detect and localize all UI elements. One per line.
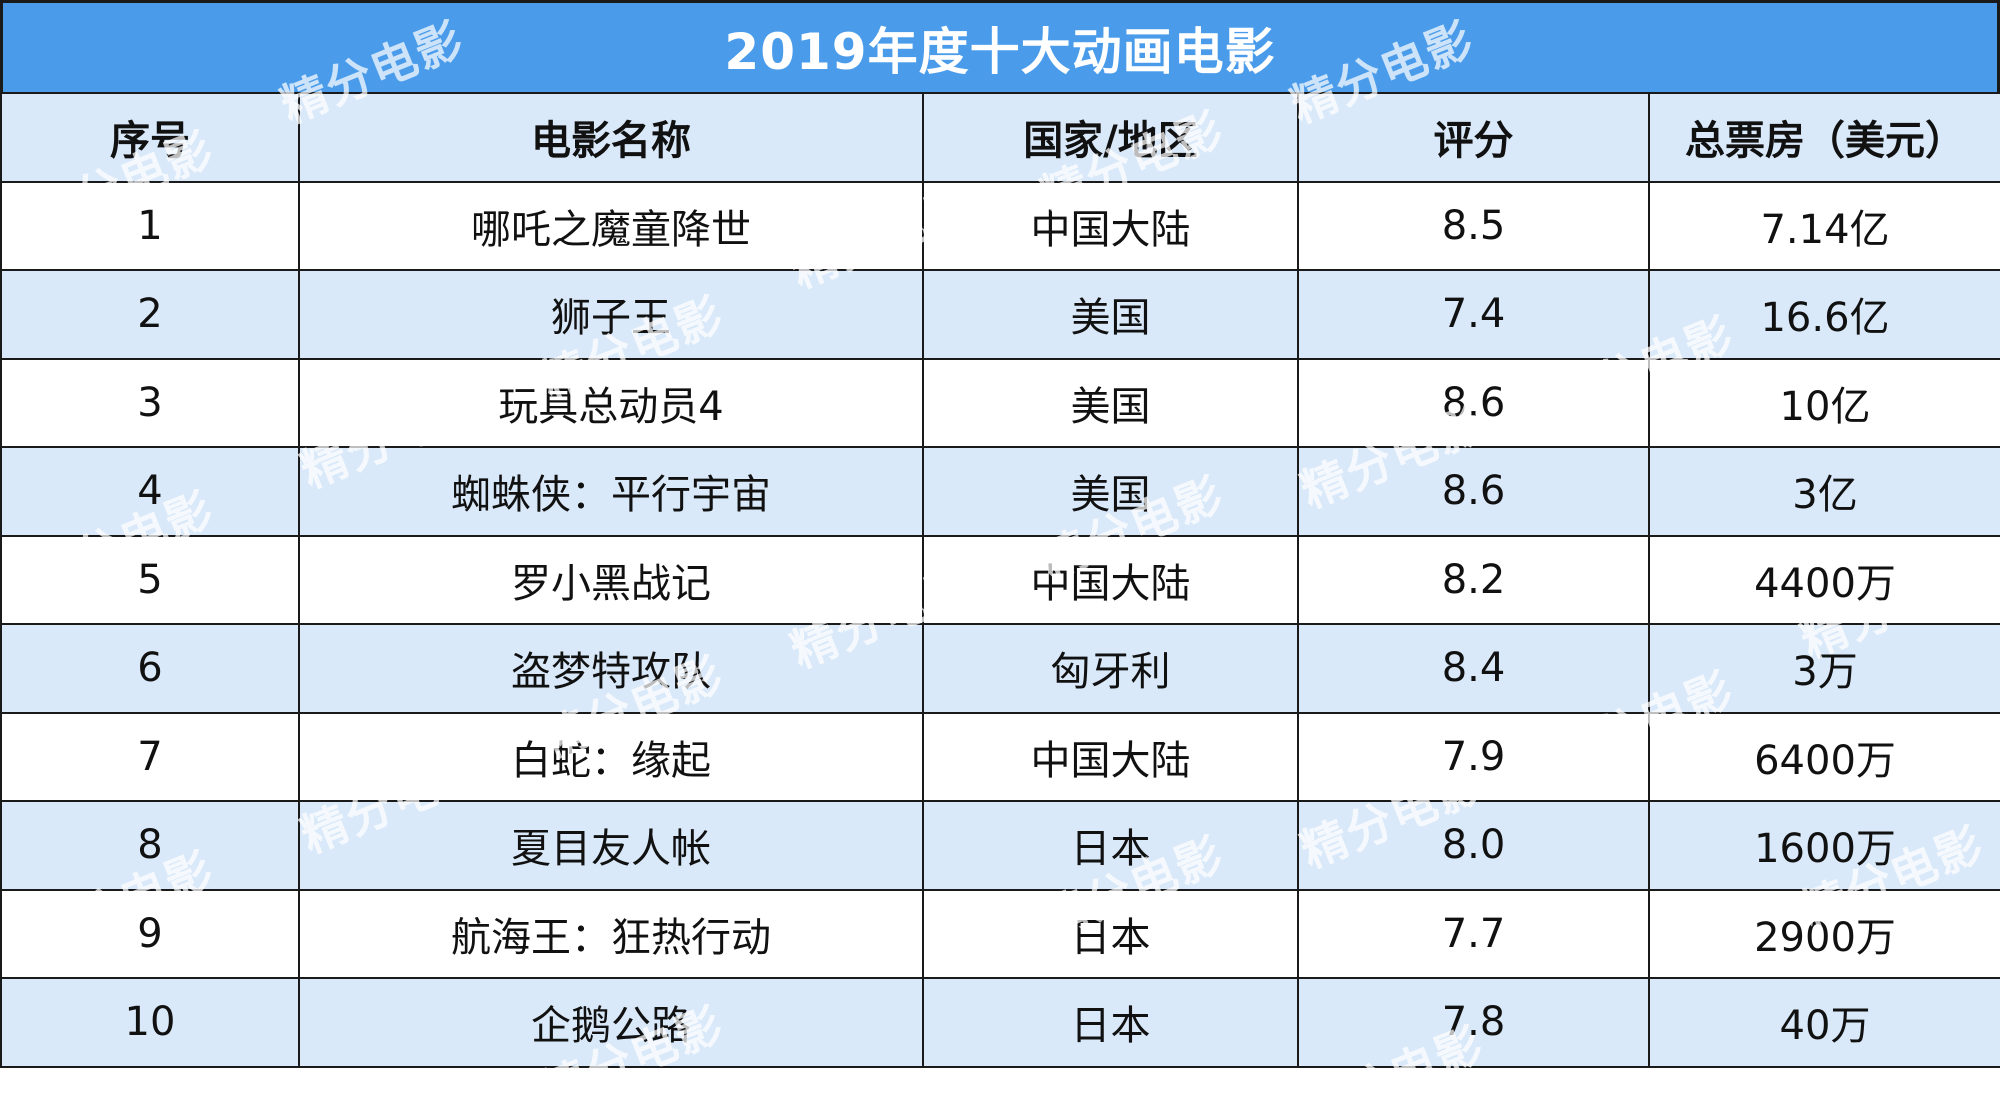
table-row: 8 夏目友人帐 日本 8.0 1600万 — [0, 800, 2000, 891]
cell-name: 白蛇：缘起 — [298, 711, 924, 802]
cell-country: 美国 — [922, 357, 1299, 448]
cell-box-office: 2900万 — [1648, 888, 2000, 979]
cell-rank: 6 — [0, 623, 300, 714]
cell-box-office: 16.6亿 — [1648, 269, 2000, 360]
header-score: 评分 — [1297, 92, 1650, 183]
cell-rank: 8 — [0, 800, 300, 891]
cell-box-office: 10亿 — [1648, 357, 2000, 448]
cell-score: 8.6 — [1297, 446, 1650, 537]
cell-name: 蜘蛛侠：平行宇宙 — [298, 446, 924, 537]
cell-box-office: 40万 — [1648, 977, 2000, 1068]
cell-box-office: 6400万 — [1648, 711, 2000, 802]
table-row: 4 蜘蛛侠：平行宇宙 美国 8.6 3亿 — [0, 446, 2000, 537]
table-row: 2 狮子王 美国 7.4 16.6亿 — [0, 269, 2000, 360]
table-row: 3 玩具总动员4 美国 8.6 10亿 — [0, 357, 2000, 448]
cell-box-office: 4400万 — [1648, 534, 2000, 625]
cell-rank: 9 — [0, 888, 300, 979]
cell-name: 夏目友人帐 — [298, 800, 924, 891]
cell-box-office: 3亿 — [1648, 446, 2000, 537]
cell-name: 罗小黑战记 — [298, 534, 924, 625]
header-row: 序号 电影名称 国家/地区 评分 总票房（美元） — [0, 92, 2000, 183]
cell-country: 中国大陆 — [922, 180, 1299, 271]
cell-country: 美国 — [922, 269, 1299, 360]
header-name: 电影名称 — [298, 92, 924, 183]
table-row: 9 航海王：狂热行动 日本 7.7 2900万 — [0, 888, 2000, 979]
cell-country: 日本 — [922, 977, 1299, 1068]
cell-name: 盗梦特攻队 — [298, 623, 924, 714]
cell-rank: 2 — [0, 269, 300, 360]
table-row: 6 盗梦特攻队 匈牙利 8.4 3万 — [0, 623, 2000, 714]
cell-name: 狮子王 — [298, 269, 924, 360]
cell-box-office: 3万 — [1648, 623, 2000, 714]
cell-name: 企鹅公路 — [298, 977, 924, 1068]
cell-score: 8.6 — [1297, 357, 1650, 448]
cell-score: 8.2 — [1297, 534, 1650, 625]
table-title: 2019年度十大动画电影 — [0, 0, 2000, 92]
header-rank: 序号 — [0, 92, 300, 183]
cell-name: 玩具总动员4 — [298, 357, 924, 448]
cell-country: 日本 — [922, 888, 1299, 979]
cell-country: 中国大陆 — [922, 711, 1299, 802]
cell-score: 7.4 — [1297, 269, 1650, 360]
cell-rank: 3 — [0, 357, 300, 448]
cell-score: 7.9 — [1297, 711, 1650, 802]
cell-box-office: 1600万 — [1648, 800, 2000, 891]
cell-name: 哪吒之魔童降世 — [298, 180, 924, 271]
table-row: 1 哪吒之魔童降世 中国大陆 8.5 7.14亿 — [0, 180, 2000, 271]
cell-score: 8.4 — [1297, 623, 1650, 714]
cell-rank: 1 — [0, 180, 300, 271]
table-row: 7 白蛇：缘起 中国大陆 7.9 6400万 — [0, 711, 2000, 802]
table-row: 5 罗小黑战记 中国大陆 8.2 4400万 — [0, 534, 2000, 625]
cell-score: 7.8 — [1297, 977, 1650, 1068]
header-country: 国家/地区 — [922, 92, 1299, 183]
table-row: 10 企鹅公路 日本 7.8 40万 — [0, 977, 2000, 1068]
cell-country: 中国大陆 — [922, 534, 1299, 625]
cell-country: 匈牙利 — [922, 623, 1299, 714]
cell-country: 美国 — [922, 446, 1299, 537]
cell-rank: 10 — [0, 977, 300, 1068]
cell-box-office: 7.14亿 — [1648, 180, 2000, 271]
cell-name: 航海王：狂热行动 — [298, 888, 924, 979]
movies-table: 序号 电影名称 国家/地区 评分 总票房（美元） 1 哪吒之魔童降世 中国大陆 … — [0, 92, 2000, 1068]
cell-rank: 7 — [0, 711, 300, 802]
cell-score: 7.7 — [1297, 888, 1650, 979]
cell-rank: 4 — [0, 446, 300, 537]
cell-score: 8.5 — [1297, 180, 1650, 271]
cell-score: 8.0 — [1297, 800, 1650, 891]
header-box-office: 总票房（美元） — [1648, 92, 2000, 183]
cell-country: 日本 — [922, 800, 1299, 891]
cell-rank: 5 — [0, 534, 300, 625]
